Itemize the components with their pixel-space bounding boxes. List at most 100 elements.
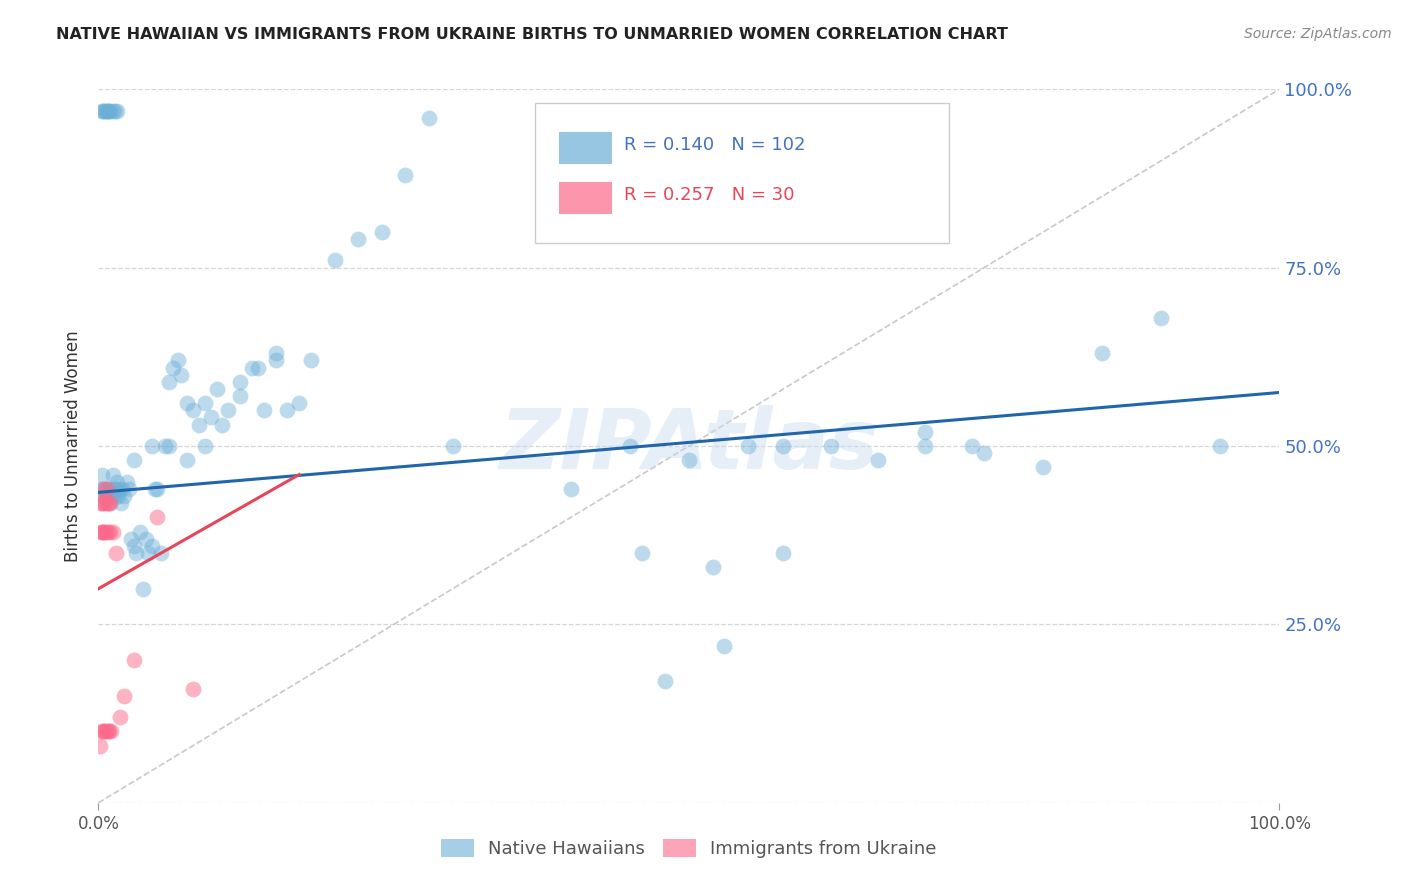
Point bbox=[93, 496, 115, 510]
Point bbox=[98, 482, 121, 496]
Point bbox=[112, 689, 135, 703]
Point bbox=[107, 489, 129, 503]
Point bbox=[110, 496, 132, 510]
Point bbox=[713, 639, 735, 653]
Point bbox=[176, 453, 198, 467]
Point bbox=[135, 532, 157, 546]
Point bbox=[91, 482, 114, 496]
Point bbox=[150, 546, 173, 560]
Point bbox=[122, 453, 145, 467]
Point bbox=[914, 439, 936, 453]
Point bbox=[97, 103, 120, 118]
Point bbox=[91, 103, 114, 118]
Point bbox=[98, 103, 121, 118]
Point bbox=[264, 346, 287, 360]
Point bbox=[914, 425, 936, 439]
Point bbox=[94, 524, 117, 539]
FancyBboxPatch shape bbox=[560, 182, 612, 214]
Point bbox=[136, 546, 159, 560]
Point bbox=[187, 417, 209, 432]
Point bbox=[91, 724, 114, 739]
Point bbox=[157, 439, 180, 453]
Point bbox=[108, 482, 131, 496]
Point bbox=[91, 724, 114, 739]
Point bbox=[112, 489, 135, 503]
Point bbox=[104, 103, 127, 118]
Point bbox=[702, 560, 724, 574]
Point bbox=[560, 482, 582, 496]
Point bbox=[105, 546, 128, 560]
Point bbox=[96, 489, 118, 503]
Point bbox=[91, 103, 114, 118]
Point bbox=[194, 396, 217, 410]
Point bbox=[146, 482, 169, 496]
Point bbox=[796, 203, 818, 218]
Point bbox=[108, 710, 131, 724]
Point bbox=[157, 375, 180, 389]
Point bbox=[146, 510, 169, 524]
Point bbox=[217, 403, 239, 417]
Point bbox=[94, 724, 117, 739]
Point bbox=[162, 360, 184, 375]
Point bbox=[141, 539, 163, 553]
Point bbox=[418, 111, 440, 125]
Point bbox=[194, 439, 217, 453]
Point bbox=[94, 103, 117, 118]
Point bbox=[820, 439, 842, 453]
Point bbox=[98, 496, 121, 510]
Point bbox=[115, 475, 138, 489]
Point bbox=[229, 389, 252, 403]
Point bbox=[394, 168, 416, 182]
Point bbox=[141, 439, 163, 453]
Point bbox=[90, 524, 112, 539]
Text: ZIPAtlas: ZIPAtlas bbox=[499, 406, 879, 486]
Y-axis label: Births to Unmarried Women: Births to Unmarried Women bbox=[65, 330, 83, 562]
Point bbox=[105, 103, 128, 118]
Point bbox=[772, 439, 794, 453]
Point bbox=[98, 496, 121, 510]
Point bbox=[211, 417, 233, 432]
Point bbox=[371, 225, 394, 239]
Point bbox=[90, 496, 112, 510]
Point bbox=[93, 724, 115, 739]
Point bbox=[132, 582, 155, 596]
Point bbox=[101, 467, 124, 482]
Text: Source: ZipAtlas.com: Source: ZipAtlas.com bbox=[1244, 27, 1392, 41]
Point bbox=[441, 439, 464, 453]
Point bbox=[1091, 346, 1114, 360]
Point bbox=[973, 446, 995, 460]
Point bbox=[98, 524, 121, 539]
Point bbox=[276, 403, 298, 417]
Point bbox=[100, 724, 122, 739]
Point bbox=[253, 403, 276, 417]
Point bbox=[93, 482, 115, 496]
Point bbox=[111, 482, 134, 496]
Point bbox=[240, 360, 263, 375]
Point bbox=[101, 103, 124, 118]
Point bbox=[97, 724, 120, 739]
Point bbox=[229, 375, 252, 389]
Point bbox=[103, 482, 125, 496]
Point bbox=[176, 396, 198, 410]
Point bbox=[181, 403, 204, 417]
Point bbox=[128, 524, 150, 539]
Point bbox=[121, 532, 143, 546]
FancyBboxPatch shape bbox=[536, 103, 949, 243]
Point bbox=[104, 489, 127, 503]
Point bbox=[96, 482, 118, 496]
Point bbox=[347, 232, 370, 246]
Point bbox=[153, 439, 176, 453]
Point bbox=[1150, 310, 1173, 325]
Text: NATIVE HAWAIIAN VS IMMIGRANTS FROM UKRAINE BIRTHS TO UNMARRIED WOMEN CORRELATION: NATIVE HAWAIIAN VS IMMIGRANTS FROM UKRAI… bbox=[56, 27, 1008, 42]
Point bbox=[93, 524, 115, 539]
Point bbox=[1209, 439, 1232, 453]
Point bbox=[93, 103, 115, 118]
Point bbox=[737, 439, 759, 453]
Point bbox=[97, 496, 120, 510]
Point bbox=[122, 653, 145, 667]
Point bbox=[246, 360, 269, 375]
Point bbox=[89, 739, 111, 753]
Point bbox=[100, 489, 122, 503]
Point bbox=[678, 453, 700, 467]
Point bbox=[91, 496, 114, 510]
